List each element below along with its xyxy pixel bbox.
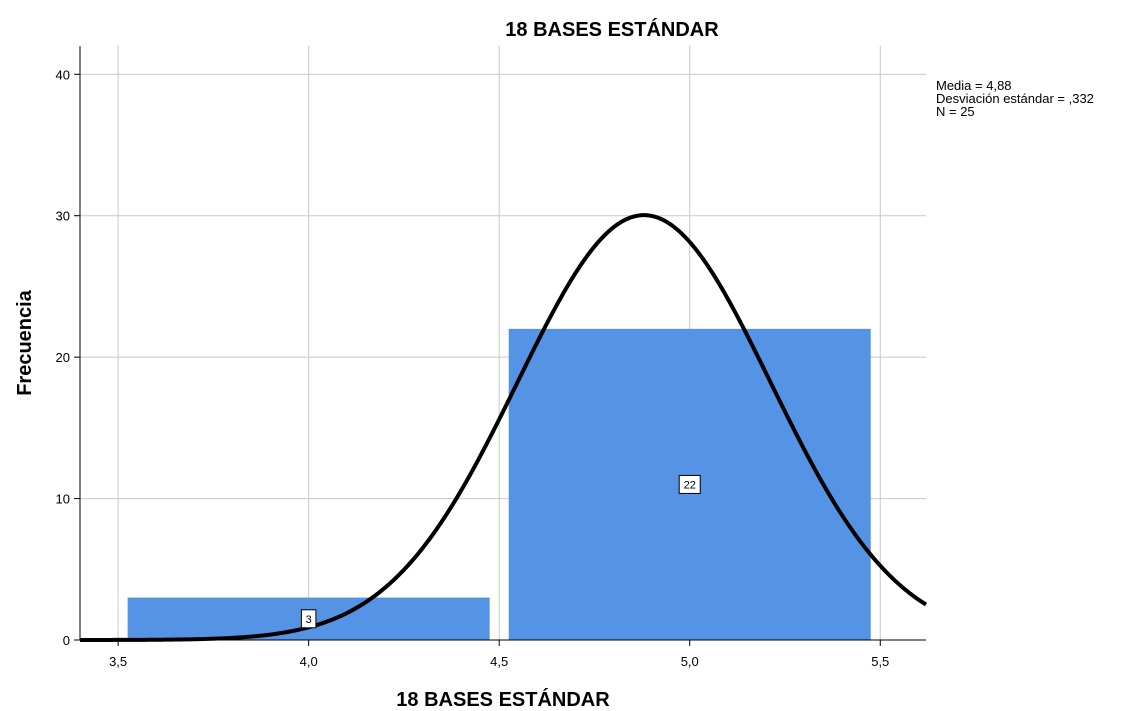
- bar-value-label-box: [678, 474, 701, 494]
- x-tick-label-3: 5,0: [681, 654, 699, 669]
- grid: [80, 46, 926, 640]
- normal-curve: [80, 213, 928, 642]
- y-tick-label-1: 10: [56, 492, 70, 507]
- x-tick-label-4: 5,5: [871, 654, 889, 669]
- stats-line-1: Desviación estándar = ,332: [936, 91, 1094, 106]
- x-axis-ticks: 3,5 4,0 4,5 5,0 5,5: [109, 640, 889, 669]
- y-axis-label: Frecuencia: [14, 289, 36, 395]
- x-tick-label-0: 3,5: [109, 654, 127, 669]
- y-tick-label-2: 20: [56, 350, 70, 365]
- bar-value-label-text: 22: [684, 479, 696, 491]
- axes: [79, 46, 926, 641]
- x-axis-label: 18 BASES ESTÁNDAR: [396, 688, 610, 711]
- bar-value-label-1: 22: [678, 474, 701, 494]
- bar-value-label-text: 3: [306, 614, 312, 626]
- y-tick-label-4: 40: [56, 67, 70, 82]
- bar-labels: 3 22: [300, 474, 701, 629]
- y-axis-ticks: 0 10 20 30 40: [56, 67, 80, 648]
- bar-value-label-0: 3: [300, 609, 317, 629]
- y-tick-label-0: 0: [63, 633, 70, 648]
- normal-curve-layer: [80, 213, 928, 642]
- x-tick-label-2: 4,5: [490, 654, 508, 669]
- y-tick-label-3: 30: [56, 209, 70, 224]
- stats-line-2: N = 25: [936, 104, 975, 119]
- stats-line-0: Media = 4,88: [936, 78, 1012, 93]
- bar-value-label-box: [300, 609, 317, 629]
- x-tick-label-1: 4,0: [300, 654, 318, 669]
- chart-title: 18 BASES ESTÁNDAR: [505, 18, 719, 41]
